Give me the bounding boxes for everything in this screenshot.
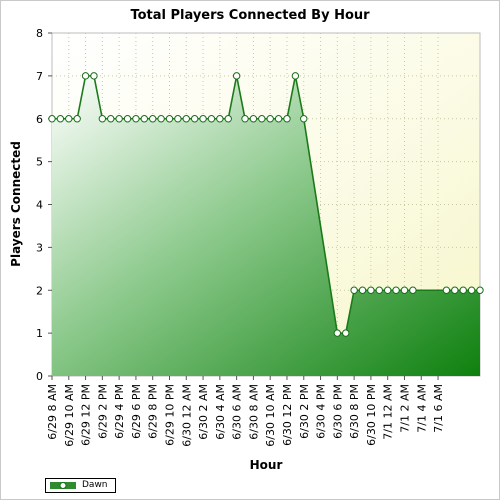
data-point [451, 286, 459, 294]
x-tick-label: 6/30 6 AM [231, 384, 244, 440]
x-tick-label: 6/30 10 AM [264, 384, 277, 447]
x-axis-label: Hour [250, 458, 283, 472]
x-tick-label: 6/29 8 AM [46, 384, 59, 440]
data-point [149, 115, 157, 123]
data-point [258, 115, 266, 123]
data-point [241, 115, 249, 123]
x-tick-label: 6/30 4 PM [315, 384, 328, 439]
x-tick-label: 6/29 6 PM [130, 384, 143, 439]
y-tick-label: 8 [36, 27, 43, 40]
data-point [350, 286, 358, 294]
x-tick-label: 6/30 12 PM [281, 384, 294, 446]
y-tick-label: 0 [36, 370, 43, 383]
x-tick-label: 6/29 4 PM [113, 384, 126, 439]
data-point [207, 115, 216, 123]
legend-series-label: Dawn [82, 480, 108, 490]
data-point [81, 72, 90, 80]
x-tick-label: 6/30 8 PM [348, 384, 361, 439]
data-point [459, 286, 467, 294]
data-point [132, 115, 140, 123]
chart-title: Total Players Connected By Hour [130, 8, 370, 23]
data-point [409, 286, 417, 294]
data-point [107, 115, 115, 123]
data-point [98, 115, 107, 123]
data-point [476, 286, 484, 294]
y-tick-label: 4 [36, 199, 43, 212]
series-line-dawn [52, 75, 480, 334]
x-tick-label: 6/29 10 AM [63, 384, 76, 447]
data-point [249, 115, 258, 123]
y-tick-label: 3 [36, 241, 43, 254]
x-tick-label: 6/29 2 PM [96, 384, 109, 439]
data-point [65, 115, 73, 123]
data-point [115, 115, 123, 123]
data-point [274, 115, 283, 123]
data-point [140, 115, 149, 123]
data-point [358, 286, 367, 294]
data-point [157, 115, 165, 123]
legend: Dawn [45, 478, 116, 493]
data-point [392, 286, 400, 294]
x-tick-label: 7/1 12 AM [382, 384, 395, 440]
x-tick-label: 6/30 8 AM [247, 384, 260, 440]
x-tick-label: 6/29 12 PM [80, 384, 93, 446]
data-point [291, 72, 300, 80]
x-tick-label: 6/29 10 PM [163, 384, 176, 446]
data-point [400, 286, 409, 294]
x-tick-label: 7/1 4 AM [415, 384, 428, 433]
x-tick-label: 6/30 2 PM [298, 384, 311, 439]
x-tick-label: 7/1 6 AM [432, 384, 445, 433]
y-tick-label: 6 [36, 113, 43, 126]
x-tick-label: 6/30 4 AM [214, 384, 227, 440]
x-tick-label: 6/30 12 AM [180, 384, 193, 447]
data-point [375, 286, 383, 294]
data-point [333, 329, 342, 337]
x-tick-label: 6/30 6 PM [331, 384, 344, 439]
data-point [467, 286, 476, 294]
data-point [442, 286, 451, 294]
data-point [73, 115, 81, 123]
data-point [174, 115, 182, 123]
data-point [266, 115, 274, 123]
y-tick-label: 7 [36, 70, 43, 83]
data-point [190, 115, 199, 123]
y-tick-label: 2 [36, 284, 43, 297]
data-point [48, 115, 56, 123]
x-tick-label: 7/1 2 AM [398, 384, 411, 433]
data-point [224, 115, 232, 123]
data-point [342, 329, 350, 337]
data-point [216, 115, 224, 123]
data-point [123, 115, 132, 123]
x-tick-label: 6/30 2 AM [197, 384, 210, 440]
data-point [383, 286, 392, 294]
data-point [90, 72, 98, 80]
y-tick-label: 1 [36, 327, 43, 340]
data-point [165, 115, 174, 123]
y-axis-label: Players Connected [9, 141, 23, 267]
x-tick-label: 6/30 10 PM [365, 384, 378, 446]
data-point [56, 115, 65, 123]
x-tick-label: 6/29 8 PM [147, 384, 160, 439]
series-area-dawn [52, 75, 480, 376]
data-point [199, 115, 207, 123]
y-tick-label: 5 [36, 156, 43, 169]
data-point [367, 286, 375, 294]
data-point [232, 72, 241, 80]
data-point [283, 115, 291, 123]
data-point [182, 115, 190, 123]
legend-swatch [50, 482, 76, 489]
data-point [300, 115, 308, 123]
